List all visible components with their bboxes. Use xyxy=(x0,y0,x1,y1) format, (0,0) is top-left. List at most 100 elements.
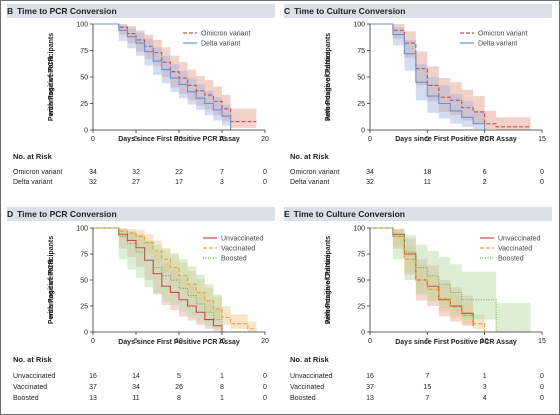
panel-c-title-bar: C Time to Culture Conversion xyxy=(284,4,552,18)
panel-d-y-label-line-2: with Positive PCR xyxy=(48,259,55,320)
panel-d-risk-value: 0 xyxy=(263,373,267,380)
panel-e-title: Time to Culture Conversion xyxy=(293,209,405,219)
panel-d-risk-group-2: Boosted xyxy=(13,395,39,402)
panel-e-risk-value: 15 xyxy=(423,384,431,391)
panel-c-risk-value: 0 xyxy=(540,179,544,186)
panel-c-series-line-1 xyxy=(370,23,486,130)
panel-c-y-tick-label: 50 xyxy=(357,75,365,82)
panel-e-risk-group-1: Vaccinated xyxy=(290,384,324,391)
panel-b-x-tick-label: 20 xyxy=(261,136,269,143)
panel-b-title: Time to PCR Conversion xyxy=(17,6,117,16)
panel-c-risk-value: 2 xyxy=(483,179,487,186)
panel-b-risk-value: 32 xyxy=(132,169,140,176)
panel-e-risk-value: 37 xyxy=(366,384,374,391)
panel-e-x-tick-label: 5 xyxy=(425,338,429,345)
panel-d-letter: D xyxy=(7,209,14,219)
panel-d-x-tick-label: 0 xyxy=(91,338,95,345)
panel-d-series-line-1 xyxy=(93,227,257,330)
panel-d-x-label: Days since First Positive PCR Assay xyxy=(118,339,240,346)
panel-c-chart: 0 25 50 75 100 0 5 10 15 Percentage of Participan… xyxy=(290,22,546,187)
panel-e-risk-value: 7 xyxy=(425,373,429,380)
panel-e-risk-group-2: Boosted xyxy=(290,395,316,402)
panel-d-y-tick-label: 25 xyxy=(80,304,88,311)
panel-b-y-tick-label: 75 xyxy=(80,48,88,55)
panel-b-x-tick-label: 15 xyxy=(218,136,226,143)
panel-e-title-bar: E Time to Culture Conversion xyxy=(284,207,552,221)
panel-c-risk-value: 32 xyxy=(366,179,374,186)
panel-e-y-label-line-2: with Positive Culture xyxy=(325,254,332,324)
panel-d-risk-title: No. at Risk xyxy=(13,355,53,364)
panel-d-x-tick-label: 15 xyxy=(218,338,226,345)
panel-c-letter: C xyxy=(284,6,291,16)
panel-c: C Time to Culture Conversion 0 25 50 75 100 0 5… xyxy=(282,4,556,202)
panel-c-y-label-line-2: with Positive Culture xyxy=(325,51,332,121)
panel-c-title: Time to Culture Conversion xyxy=(294,6,406,16)
panel-b-x-tick-label: 0 xyxy=(91,136,95,143)
panel-b-risk-value: 0 xyxy=(263,169,267,176)
panel-d-x-tick-label: 20 xyxy=(261,338,269,345)
panel-e-risk-group-0: Unvaccinated xyxy=(290,373,333,380)
panel-d-risk-value: 0 xyxy=(263,395,267,402)
panel-c-series-line-0 xyxy=(370,23,531,128)
panel-d-x-tick-label: 5 xyxy=(134,338,138,345)
panel-d-y-tick-label: 50 xyxy=(80,278,88,285)
panel-b-series-line-1 xyxy=(93,23,232,130)
panel-d-title: Time to PCR Conversion xyxy=(17,209,117,219)
panel-d: D Time to PCR Conversion 0 25 50 75 100 0 5 10 15… xyxy=(5,207,279,412)
panel-d-risk-value: 13 xyxy=(89,395,97,402)
panel-d-legend-label-1: Vaccinated xyxy=(221,246,255,253)
panel-b-ci-band-1 xyxy=(93,24,231,130)
panel-b-x-tick-label: 5 xyxy=(134,136,138,143)
panel-d-legend-label-2: Boosted xyxy=(221,256,247,263)
panel-d-title-bar: D Time to PCR Conversion xyxy=(7,207,275,221)
panel-c-risk-value: 11 xyxy=(424,179,431,186)
panel-c-risk-value: 6 xyxy=(483,169,487,176)
panel-e-risk-value: 13 xyxy=(366,395,374,402)
panel-e-legend-label-1: Vaccinated xyxy=(498,246,532,253)
panel-e-x-tick-label: 0 xyxy=(368,338,372,345)
panel-b-y-label-line-1: Percentage of Participants xyxy=(48,33,55,121)
panel-e-x-tick-label: 10 xyxy=(481,338,489,345)
panel-d-series-line-0 xyxy=(93,227,223,332)
panel-b-series-line-0 xyxy=(93,23,257,123)
panel-b-risk-group-0: Omicron variant xyxy=(13,169,62,176)
panel-e-legend-label-0: Unvaccinated xyxy=(498,236,541,243)
panel-c-x-label: Days since First Positive PCR Assay xyxy=(395,136,517,143)
panel-b-y-tick-label: 50 xyxy=(80,75,88,82)
panel-e-series-line-2 xyxy=(370,227,531,333)
panel-e-risk-value: 3 xyxy=(483,384,487,391)
panel-d-y-label-line-1: Percentage of Participants xyxy=(48,236,55,324)
panel-b-risk-value: 7 xyxy=(220,169,224,176)
panel-d-risk-value: 1 xyxy=(220,395,224,402)
panel-c-legend-label-0: Omicron variant xyxy=(478,31,527,38)
panel-d-ci-band-1 xyxy=(93,228,257,332)
panel-d-series-line-2 xyxy=(93,227,223,332)
panel-b-risk-value: 0 xyxy=(263,179,267,186)
panel-e-y-tick-label: 100 xyxy=(353,226,365,233)
panel-d-risk-value: 0 xyxy=(263,384,267,391)
panel-d-risk-value: 8 xyxy=(220,384,224,391)
panel-d-risk-value: 37 xyxy=(89,384,97,391)
panel-e-risk-value: 7 xyxy=(425,395,429,402)
panel-e-x-label: Days since First Positive PCR Assay xyxy=(395,339,517,346)
panel-c-risk-value: 0 xyxy=(540,169,544,176)
panel-c-y-tick-label: 75 xyxy=(357,48,365,55)
panel-c-risk-group-1: Delta variant xyxy=(290,179,329,186)
panel-b-y-tick-label: 0 xyxy=(84,128,88,135)
panel-d-legend-label-0: Unvaccinated xyxy=(221,236,264,243)
panel-b-y-tick-label: 100 xyxy=(76,22,88,29)
panel-e-risk-value: 4 xyxy=(483,395,487,402)
panel-c-x-tick-label: 15 xyxy=(538,136,546,143)
panel-d-risk-group-1: Vaccinated xyxy=(13,384,47,391)
panel-e-y-tick-label: 75 xyxy=(357,252,365,259)
panel-b-risk-group-1: Delta variant xyxy=(13,179,52,186)
panel-b-letter: B xyxy=(7,6,14,16)
panel-e-risk-title: No. at Risk xyxy=(290,355,330,364)
panel-b: B Time to PCR Conversion 0 25 50 75 100 0 5 10 15… xyxy=(5,4,279,202)
panel-b-risk-value: 34 xyxy=(89,169,97,176)
panel-e-y-tick-label: 25 xyxy=(357,304,365,311)
panel-e-y-tick-label: 0 xyxy=(361,330,365,337)
panel-c-legend-label-1: Delta variant xyxy=(478,41,517,48)
panel-c-y-tick-label: 0 xyxy=(361,128,365,135)
